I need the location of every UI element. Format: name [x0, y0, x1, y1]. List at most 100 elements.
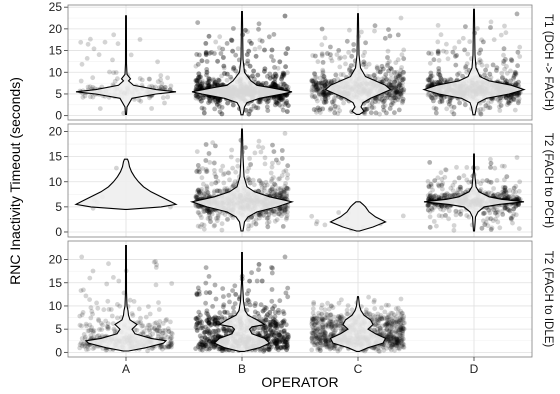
data-point: [251, 182, 257, 188]
data-point: [351, 48, 357, 53]
data-point: [278, 95, 284, 101]
data-point: [280, 107, 286, 113]
data-point: [203, 158, 209, 163]
data-point: [269, 82, 275, 88]
data-point: [321, 92, 326, 97]
data-point: [201, 95, 206, 101]
data-point: [203, 41, 209, 46]
data-point: [221, 65, 227, 71]
data-point: [194, 84, 199, 90]
data-point: [278, 81, 284, 87]
data-point: [258, 149, 264, 155]
data-point: [233, 68, 239, 74]
data-point: [433, 110, 439, 116]
data-point: [228, 37, 234, 43]
data-point: [218, 51, 224, 56]
data-point: [264, 99, 270, 105]
data-point: [272, 76, 278, 81]
data-point: [269, 54, 274, 59]
data-point: [253, 221, 259, 227]
data-point: [255, 72, 261, 78]
data-point: [219, 111, 225, 117]
data-point: [231, 65, 237, 71]
data-point: [457, 100, 462, 106]
data-point: [90, 84, 96, 90]
data-point: [87, 84, 93, 90]
data-point: [281, 169, 287, 175]
data-point: [462, 47, 467, 53]
data-point: [199, 82, 205, 87]
data-point: [276, 94, 282, 100]
data-point: [401, 47, 407, 53]
data-point: [268, 75, 273, 81]
data-point: [283, 51, 289, 56]
data-point: [197, 83, 203, 89]
data-point: [511, 75, 516, 81]
data-point: [284, 109, 290, 114]
data-point: [201, 110, 207, 116]
data-point: [426, 50, 432, 56]
data-point: [272, 82, 278, 87]
data-point: [111, 32, 117, 38]
data-point: [271, 81, 276, 87]
data-point: [162, 84, 168, 90]
data-point: [205, 83, 211, 89]
data-point: [333, 72, 339, 78]
data-point: [146, 76, 152, 82]
data-point: [262, 155, 268, 161]
data-point: [204, 80, 210, 85]
data-point: [384, 95, 389, 101]
data-point: [206, 76, 212, 81]
data-point: [153, 84, 158, 90]
data-point: [230, 48, 236, 54]
data-point: [253, 53, 259, 59]
data-point: [246, 223, 252, 229]
data-point: [255, 72, 261, 78]
data-point: [244, 52, 250, 57]
data-point: [512, 69, 518, 75]
data-point: [227, 177, 232, 183]
data-point: [384, 77, 389, 82]
data-point: [451, 104, 457, 110]
data-point: [219, 111, 225, 117]
data-point: [271, 208, 276, 214]
data-point: [386, 27, 391, 32]
data-point: [257, 99, 262, 105]
data-point: [160, 95, 166, 101]
data-point: [460, 35, 466, 41]
data-point: [476, 50, 482, 56]
data-point: [252, 150, 258, 156]
data-point: [467, 39, 473, 45]
data-point: [498, 103, 504, 108]
data-point: [455, 72, 460, 77]
data-point: [488, 25, 493, 30]
data-point: [387, 33, 393, 39]
data-point: [218, 51, 224, 56]
data-point: [216, 104, 222, 109]
data-point: [313, 87, 319, 93]
data-point: [279, 76, 284, 82]
data-point: [233, 52, 239, 58]
data-point: [159, 85, 165, 90]
data-point: [253, 53, 259, 59]
data-point: [215, 97, 221, 103]
data-point: [230, 165, 236, 171]
data-point: [147, 95, 152, 101]
data-point: [115, 41, 121, 47]
data-point: [194, 84, 199, 90]
data-point: [211, 76, 216, 82]
data-point: [280, 95, 286, 101]
data-point: [88, 94, 93, 100]
data-point: [219, 73, 225, 79]
data-point: [201, 226, 207, 232]
data-point: [149, 106, 155, 111]
data-point: [196, 94, 202, 99]
data-point: [90, 94, 96, 100]
data-point: [111, 70, 116, 76]
data-point: [244, 52, 250, 57]
data-point: [199, 58, 205, 64]
data-point: [337, 56, 342, 61]
data-point: [359, 29, 364, 35]
data-point: [274, 101, 280, 106]
data-point: [193, 93, 199, 98]
